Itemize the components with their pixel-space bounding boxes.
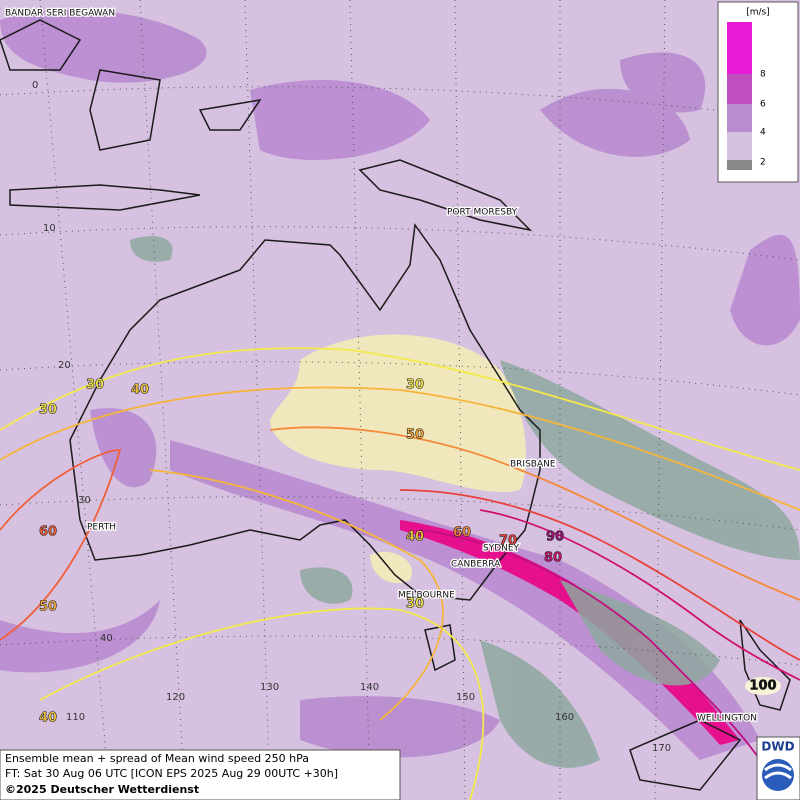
isotach-label: 30 (86, 378, 104, 393)
logo-waves (764, 763, 792, 780)
legend-unit: [m/s] (746, 8, 770, 18)
place-label: BRISBANE (510, 460, 556, 470)
place-label: CANBERRA (451, 560, 501, 570)
legend-swatch (727, 22, 752, 44)
isotach-label: 50 (406, 428, 424, 443)
place-label: SYDNEY (483, 544, 520, 554)
place-label: MELBOURNE (398, 591, 455, 601)
longitude-label: 130 (260, 682, 279, 693)
legend-swatch (727, 132, 752, 160)
isotach-label: 60 (453, 526, 471, 541)
latitude-label: 20 (58, 360, 71, 371)
isotach-label: 90 (546, 530, 564, 545)
legend-swatch (727, 44, 752, 74)
latitude-label: 40 (100, 633, 113, 644)
footer-box (0, 749, 401, 800)
isotach-label: 80 (544, 551, 562, 566)
coastlines (0, 19, 791, 791)
isotach-label: 100 (749, 679, 776, 694)
place-label: PERTH (87, 523, 116, 533)
legend-swatch (727, 160, 752, 170)
label-halo (745, 677, 781, 695)
longitude-label: 170 (652, 743, 671, 754)
footer-line: Ensemble mean + spread of Mean wind spee… (5, 752, 309, 765)
footer-line: FT: Sat 30 Aug 06 UTC [ICON EPS 2025 Aug… (5, 767, 338, 780)
longitude-label: 150 (456, 692, 475, 703)
isotach-label: 70 (499, 534, 517, 549)
place-label: BANDAR SERI BEGAWAN (5, 9, 115, 19)
spread-areas (0, 9, 800, 760)
logo-text: DWD (761, 740, 794, 754)
isotach-label: 30 (406, 378, 424, 393)
place-label: PORT MORESBY (447, 208, 518, 218)
legend-level: 6 (760, 100, 766, 110)
latitude-label: 10 (43, 223, 56, 234)
longitude-label: 110 (66, 712, 85, 723)
footer-copyright: ©2025 Deutscher Wetterdienst (5, 783, 199, 796)
legend-swatch (727, 74, 752, 104)
isotach-label: 60 (39, 525, 57, 540)
isotach-label: 40 (131, 383, 149, 398)
longitude-label: 160 (555, 712, 574, 723)
isotach-label: 40 (39, 711, 57, 726)
legend-level: 2 (760, 158, 766, 168)
latitude-label: 0 (32, 80, 38, 91)
isotach-label: 30 (39, 403, 57, 418)
low-spread-land (270, 334, 526, 584)
isotach-label: 40 (406, 530, 424, 545)
latitude-label: 30 (78, 495, 91, 506)
isotach-label: 30 (406, 597, 424, 612)
legend-level: 8 (760, 70, 766, 80)
legend-level: 4 (760, 128, 766, 138)
legend-swatch (727, 104, 752, 132)
longitude-label: 140 (360, 682, 379, 693)
isotachs (0, 347, 800, 800)
longitude-label: 120 (166, 692, 185, 703)
place-label: WELLINGTON (697, 714, 757, 724)
isotach-label: 50 (39, 600, 57, 615)
